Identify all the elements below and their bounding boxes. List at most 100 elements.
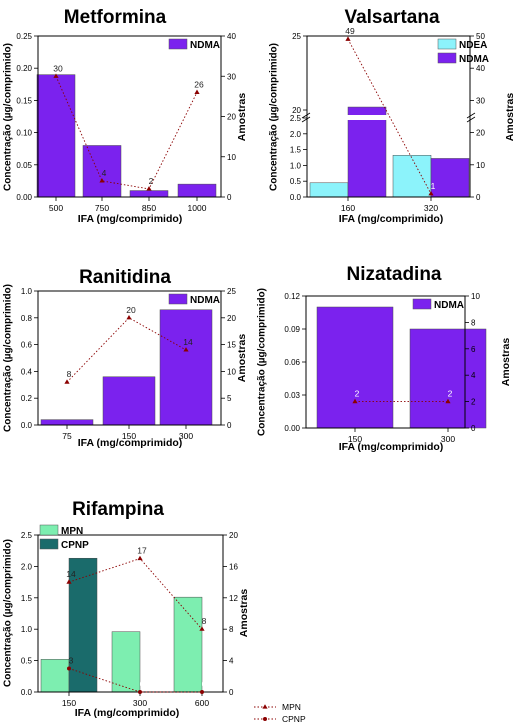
rifampina-y-axis-label: Concentração (µg/comprimido) [3, 539, 14, 687]
valsartana-y-axis-label: Concentração (µg/comprimido) [269, 43, 280, 191]
rifampina-y2-axis-label: Amostras [238, 589, 250, 638]
metformina-x-tick-label: 850 [142, 203, 156, 213]
ranitidina-x-tick-label: 300 [179, 431, 193, 441]
nizatadina-sample-label: 2 [355, 389, 360, 399]
nizatadina-y2-axis-label: Amostras [500, 338, 512, 387]
valsartana-y-tick-label: 1.0 [290, 161, 302, 170]
metformina-sample-point [99, 178, 105, 183]
rifampina-sample-point [199, 626, 205, 631]
metformina-sample-label: 4 [102, 168, 107, 178]
rifampina-sample-label: 0 [202, 679, 207, 689]
rifampina-bar-mpn-300 [111, 631, 141, 693]
valsartana-sample-label: 1 [431, 181, 436, 191]
valsartana-y-tick-label: 20 [292, 106, 301, 115]
metformina-bar-ndma-850 [129, 190, 169, 198]
metformina-chart: Metformina IFA (mg/comprimido) Concentraçã… [3, 7, 248, 225]
rifampina-y-tick-label: 0.5 [21, 657, 33, 666]
metformina-sample-label: 2 [149, 176, 154, 186]
rifampina-line-legend-label: CPNP [282, 714, 306, 724]
nizatadina-y2-tick-label: 10 [471, 292, 480, 301]
nizatadina-y-tick-label: 0.00 [284, 424, 300, 433]
ranitidina-x-axis-label: IFA (mg/comprimido) [78, 437, 183, 449]
ranitidina-y-tick-label: 0.6 [21, 341, 33, 350]
metformina-x-tick-label: 750 [95, 203, 109, 213]
metformina-y-tick-label: 0.10 [16, 129, 32, 138]
ranitidina-sample-point [64, 379, 70, 384]
ranitidina-bar-ndma-150 [102, 376, 156, 426]
rifampina-y2-tick-label: 12 [229, 594, 238, 603]
ranitidina-x-tick-label: 75 [62, 431, 72, 441]
valsartana-bar-ndma-320 [430, 158, 470, 198]
ranitidina-sample-label: 20 [126, 305, 136, 315]
rifampina-line-legend-marker [262, 704, 268, 709]
ranitidina-title: Ranitidina [79, 267, 171, 288]
valsartana-y-tick-label: 2.5 [290, 114, 302, 123]
valsartana-sample-point [428, 190, 434, 196]
rifampina-sample-label: 14 [66, 569, 76, 579]
rifampina-title: Rifampina [72, 499, 164, 520]
nizatadina-legend-label: NDMA [434, 300, 464, 311]
ranitidina-y2-tick-label: 5 [227, 394, 232, 403]
metformina-y-tick-label: 0.25 [16, 32, 32, 41]
valsartana-y-tick-label: 1.5 [290, 146, 302, 155]
nizatadina-y2-tick-label: 0 [471, 424, 476, 433]
rifampina-legend-label: MPN [61, 526, 83, 537]
valsartana-y2-tick-label: 50 [476, 32, 485, 41]
ranitidina-y2-tick-label: 20 [227, 314, 236, 323]
valsartana-legend-label: NDMA [459, 54, 489, 65]
metformina-y-tick-label: 0.05 [16, 161, 32, 170]
valsartana-bar-ndea-320 [392, 155, 432, 198]
valsartana-y2-tick-label: 30 [476, 96, 485, 105]
rifampina-sample-point [138, 690, 142, 694]
valsartana-y2-tick-label: 10 [476, 161, 485, 170]
rifampina-chart: Rifampina IFA (mg/comprimido) Concentração… [3, 499, 306, 724]
rifampina-line-legend-marker [263, 717, 267, 721]
ranitidina-y-axis-label: Concentração (µg/comprimido) [3, 284, 14, 432]
nizatadina-y2-tick-label: 6 [471, 345, 476, 354]
rifampina-sample-label: 8 [202, 616, 207, 626]
metformina-y-tick-label: 0.15 [16, 96, 32, 105]
metformina-y2-tick-label: 40 [227, 32, 236, 41]
rifampina-bar-mpn-150 [40, 659, 70, 693]
metformina-sample-point [146, 186, 152, 191]
ranitidina-y2-tick-label: 25 [227, 287, 236, 296]
metformina-bar-ndma-1000 [177, 183, 217, 198]
rifampina-legend-label: CPNP [61, 540, 89, 551]
valsartana-plot-frame [306, 35, 471, 198]
valsartana-sample-label: 49 [345, 26, 355, 36]
metformina-legend-label: NDMA [190, 40, 220, 51]
rifampina-plot-frame [37, 534, 224, 693]
ranitidina-y2-tick-label: 10 [227, 367, 236, 376]
nizatadina-y-tick-label: 0.06 [284, 358, 300, 367]
nizatadina-title: Nizatadina [346, 264, 441, 285]
valsartana-axis-break-mark-right [466, 112, 476, 123]
nizatadina-y-tick-label: 0.09 [284, 325, 300, 334]
valsartana-chart: Valsartana IFA (mg/comprimido) Concentraçã… [269, 7, 516, 225]
metformina-x-tick-label: 500 [49, 203, 63, 213]
ranitidina-bar-ndma-300 [159, 309, 213, 426]
rifampina-y-tick-label: 2.5 [21, 531, 33, 540]
rifampina-x-tick-label: 150 [62, 698, 76, 708]
ranitidina-sample-point [126, 315, 132, 320]
valsartana-axis-break-gap [306, 115, 471, 120]
nizatadina-chart: Nizatadina IFA (mg/comprimido) Concentraçã… [257, 264, 512, 453]
valsartana-sample-point [345, 36, 351, 41]
metformina-bar-ndma-500 [36, 74, 76, 198]
valsartana-x-tick-label: 160 [341, 203, 355, 213]
rifampina-bar-mpn-600 [173, 596, 203, 693]
metformina-sample-point [194, 89, 200, 94]
metformina-sample-label: 26 [194, 79, 204, 89]
metformina-sample-label: 30 [53, 63, 63, 73]
valsartana-y-tick-label: 0.5 [290, 177, 302, 186]
valsartana-y2-tick-label: 40 [476, 64, 485, 73]
ranitidina-legend-swatch-ndma [168, 293, 188, 305]
ranitidina-y-tick-label: 0.4 [21, 367, 33, 376]
rifampina-sample-label: 17 [137, 546, 147, 556]
nizatadina-y2-tick-label: 2 [471, 398, 476, 407]
ranitidina-y-tick-label: 1.0 [21, 287, 33, 296]
nizatadina-x-tick-label: 300 [441, 434, 455, 444]
ranitidina-plot-frame [37, 290, 222, 426]
rifampina-x-axis-label: IFA (mg/comprimido) [75, 707, 180, 719]
nizatadina-legend-swatch-ndma [412, 298, 432, 310]
